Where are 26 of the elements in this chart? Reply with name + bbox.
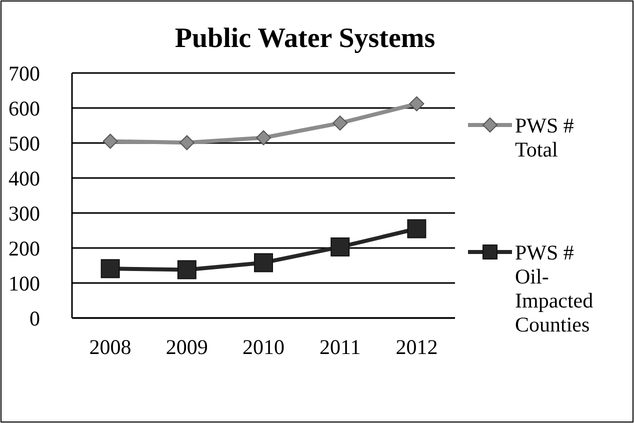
legend-label: PWS # Total xyxy=(515,113,574,162)
point xyxy=(177,260,196,280)
y-tick-label: 300 xyxy=(8,201,40,226)
point xyxy=(100,259,120,278)
x-tick-label: 2011 xyxy=(319,335,361,359)
y-tick-label: 200 xyxy=(8,236,40,260)
point xyxy=(254,253,273,272)
point xyxy=(179,135,194,150)
y-tick-label: 600 xyxy=(8,96,40,120)
y-tick-label: 400 xyxy=(8,166,40,190)
point xyxy=(330,237,350,256)
point xyxy=(256,130,271,146)
chart-title: Public Water Systems xyxy=(174,23,436,54)
point xyxy=(332,116,348,131)
x-tick-label: 2009 xyxy=(166,335,208,359)
y-tick-label: 0 xyxy=(30,306,40,330)
point xyxy=(407,219,426,238)
x-tick-label: 2010 xyxy=(242,335,284,359)
y-tick-label: 100 xyxy=(8,271,40,296)
x-tick-label: 2012 xyxy=(396,335,438,359)
y-tick-label: 700 xyxy=(8,61,40,86)
x-tick-label: 2008 xyxy=(89,335,132,359)
point xyxy=(409,96,424,112)
point xyxy=(102,134,118,149)
y-tick-label: 500 xyxy=(8,131,40,156)
legend-label: PWS # Oil-Impacted Counties xyxy=(515,240,594,336)
